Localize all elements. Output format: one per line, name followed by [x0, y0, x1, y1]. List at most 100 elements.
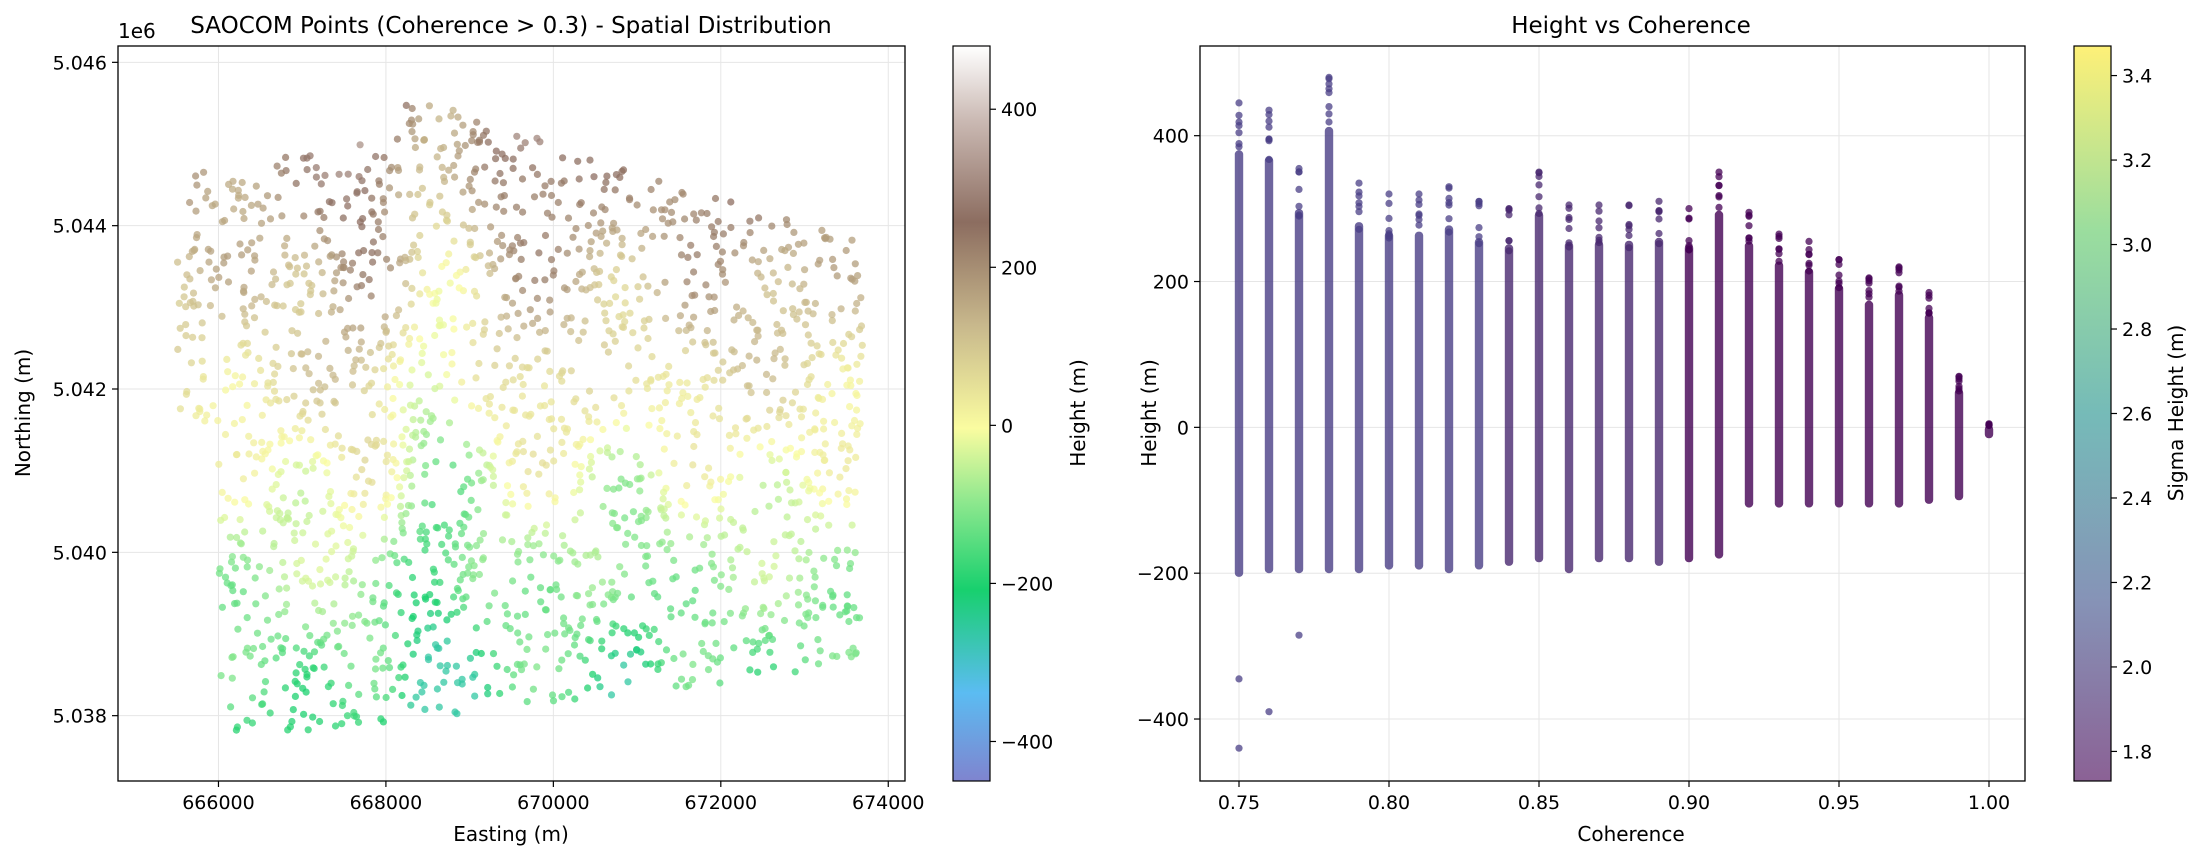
- data-point: [435, 287, 443, 295]
- data-point: [581, 656, 589, 664]
- data-point: [344, 170, 352, 178]
- sigma-colorbar-label: Sigma Height (m): [2164, 325, 2188, 502]
- data-point: [453, 710, 461, 718]
- data-point: [348, 505, 356, 514]
- data-point: [442, 549, 450, 557]
- data-point: [248, 694, 257, 702]
- data-point: [692, 216, 700, 224]
- data-point: [380, 535, 388, 543]
- colorbar-tick-label: 2.0: [2122, 657, 2152, 679]
- data-point: [670, 459, 678, 467]
- data-point: [379, 233, 387, 241]
- data-point: [660, 232, 668, 240]
- x-tick-label: 666000: [182, 792, 255, 814]
- data-point: [344, 324, 352, 332]
- data-point: [550, 457, 558, 465]
- data-point: [267, 635, 275, 643]
- data-point: [1475, 233, 1483, 241]
- data-point: [353, 447, 361, 455]
- data-point: [408, 573, 417, 582]
- data-point: [287, 350, 295, 358]
- data-point: [309, 464, 317, 472]
- data-point: [320, 663, 328, 671]
- data-point: [408, 128, 416, 136]
- data-point: [396, 381, 404, 389]
- data-point: [570, 641, 579, 649]
- data-point: [1625, 244, 1633, 252]
- data-point: [845, 487, 853, 495]
- data-point: [395, 191, 403, 199]
- data-point: [533, 663, 541, 671]
- coherence-column: [1744, 241, 1754, 508]
- data-point: [389, 394, 397, 403]
- data-point: [625, 387, 633, 395]
- data-point: [330, 397, 338, 405]
- data-point: [355, 249, 363, 257]
- data-point: [270, 543, 278, 551]
- data-point: [506, 246, 514, 254]
- data-point: [254, 200, 262, 208]
- data-point: [192, 172, 200, 180]
- data-point: [454, 152, 462, 160]
- data-point: [297, 489, 305, 497]
- coherence-column: [1834, 284, 1844, 508]
- data-point: [291, 677, 299, 686]
- data-point: [283, 514, 291, 522]
- data-point: [189, 333, 197, 341]
- data-point: [257, 293, 265, 301]
- data-point: [1655, 240, 1663, 248]
- data-point: [829, 255, 837, 263]
- data-point: [637, 229, 645, 237]
- data-point: [546, 296, 554, 304]
- data-point: [642, 562, 650, 570]
- data-point: [360, 387, 368, 395]
- data-point: [762, 370, 771, 378]
- data-point: [302, 623, 310, 631]
- data-point: [1685, 214, 1693, 222]
- data-point: [313, 397, 321, 405]
- colorbar-tick-label: 200: [1001, 257, 1037, 279]
- data-point: [574, 157, 582, 165]
- data-point: [339, 522, 347, 530]
- data-point: [600, 300, 608, 308]
- data-point: [391, 631, 399, 640]
- data-point: [843, 364, 852, 372]
- data-point: [733, 303, 741, 311]
- data-point: [258, 411, 266, 419]
- data-point: [207, 276, 215, 284]
- data-point: [412, 693, 420, 701]
- data-point: [1475, 240, 1483, 248]
- data-point: [405, 458, 413, 466]
- data-point: [844, 457, 852, 465]
- spatial-points: [174, 101, 866, 734]
- data-point: [329, 303, 337, 311]
- data-point: [521, 610, 529, 619]
- x-tick-label: 668000: [350, 792, 423, 814]
- data-point: [379, 195, 387, 203]
- data-point: [483, 617, 491, 626]
- data-point: [571, 695, 579, 703]
- data-point: [259, 700, 267, 708]
- data-point: [584, 221, 592, 230]
- data-point: [283, 234, 291, 242]
- sigma-colorbar-ticks: 1.82.02.22.42.62.83.03.23.4: [2111, 66, 2152, 763]
- data-point: [509, 155, 517, 163]
- data-point: [508, 299, 517, 307]
- data-point: [654, 593, 662, 601]
- data-point: [443, 661, 451, 670]
- data-point: [491, 361, 499, 369]
- data-point: [820, 554, 828, 562]
- data-point: [247, 201, 255, 209]
- data-point: [259, 527, 267, 535]
- data-point: [816, 489, 824, 497]
- data-point: [535, 470, 543, 478]
- data-point: [719, 230, 728, 238]
- data-point: [310, 648, 319, 656]
- data-point: [236, 539, 244, 547]
- data-point: [558, 693, 566, 701]
- data-point: [357, 338, 365, 346]
- data-point: [656, 540, 664, 548]
- data-point: [1505, 211, 1513, 219]
- data-point: [586, 436, 595, 444]
- data-point: [314, 352, 323, 360]
